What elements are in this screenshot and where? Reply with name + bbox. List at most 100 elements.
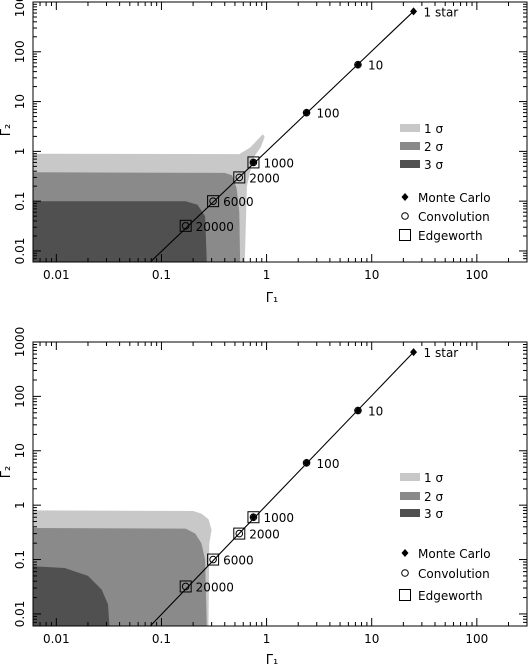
legend-contour-label: 1 σ (424, 122, 443, 136)
x-tick-label: 1 (263, 632, 271, 646)
y-tick-label: 100 (13, 385, 27, 408)
axis-ticks (32, 341, 528, 627)
point-label: 10 (368, 405, 383, 419)
point-label: 100 (317, 107, 340, 121)
x-tick-label: 0.1 (152, 268, 171, 282)
monte-carlo-marker (303, 108, 311, 117)
point-label: 2000 (249, 528, 280, 542)
legend-marker-label: Convolution (418, 210, 490, 224)
point-6000: 6000 (207, 553, 254, 568)
chart-bottom: 0.01 0.1 1 10 100 0.01 0.1 1 10 100 1000 Γ₁ Γ₂ 1 star… (0, 327, 528, 668)
legend-swatch-3-sigma (400, 160, 420, 168)
legend-contour-label: 2 σ (424, 490, 443, 504)
point-100: 100 (302, 457, 339, 471)
point-label: 6000 (223, 195, 254, 209)
y-tick-label: 0.1 (13, 550, 27, 569)
legend-swatch-3-sigma (400, 509, 420, 517)
legend-contour-number: 3 (424, 158, 435, 172)
y-tick-label: 0.1 (13, 192, 27, 211)
legend-contour-label: 1 σ (424, 471, 443, 485)
point-1000: 1000 (247, 156, 294, 170)
legend-contour-number: 1 (424, 471, 435, 485)
legend-marker-label: Monte Carlo (418, 191, 491, 205)
point-20000: 20000 (179, 219, 234, 234)
convolution-marker (354, 406, 362, 415)
convolution-marker (181, 582, 190, 591)
legend-sigma-symbol: σ (435, 507, 443, 521)
legend-marker-label: Edgeworth (418, 589, 483, 603)
y-tick-label: 10 (13, 443, 27, 458)
convolution-marker (302, 459, 311, 467)
convolution-marker (235, 173, 244, 182)
legend-diamond-icon (401, 549, 409, 557)
edgeworth-marker (233, 527, 246, 540)
legend-contour-label: 3 σ (424, 507, 443, 521)
contour-regions (33, 134, 265, 262)
monte-carlo-marker (303, 458, 311, 467)
plot-frame (32, 341, 528, 627)
point-1000: 1000 (247, 511, 294, 525)
monte-carlo-marker (410, 348, 418, 357)
legend-marker-label: Edgeworth (418, 229, 483, 243)
y-tick-label: 0.01 (13, 238, 27, 265)
point-100: 100 (302, 107, 340, 121)
y-tick-label: 1 (13, 148, 27, 156)
legend-swatch-1-sigma (400, 473, 420, 481)
x-axis-label: Γ₁ (266, 653, 278, 668)
axis-ticks (32, 1, 528, 263)
point-10: 10 (354, 59, 383, 73)
point-10: 10 (354, 405, 383, 419)
x-tick-label: 10 (364, 632, 379, 646)
point-label: 1 star (424, 5, 459, 19)
legend-sigma-symbol: σ (435, 158, 443, 172)
point-label: 20000 (196, 220, 234, 234)
point-6000: 6000 (207, 195, 254, 209)
convolution-marker (249, 513, 258, 522)
legend-swatch-1-sigma (400, 124, 420, 132)
monte-carlo-marker (249, 513, 257, 522)
legend-swatch-2-sigma (400, 142, 420, 150)
y-tick-label: 10 (13, 94, 27, 109)
x-axis-label: Γ₁ (266, 291, 278, 306)
point-1-star: 1 star (410, 5, 458, 19)
point-label: 1000 (263, 511, 294, 525)
point-label: 10 (368, 59, 383, 73)
convolution-marker (302, 108, 311, 117)
legend-sigma-symbol: σ (435, 471, 443, 485)
point-label: 1 star (424, 346, 459, 360)
legend-marker-label: Monte Carlo (418, 547, 491, 561)
legend-sigma-symbol: σ (435, 122, 443, 136)
edgeworth-marker (179, 580, 192, 593)
legend-contour-number: 2 (424, 490, 435, 504)
relation-line (149, 351, 414, 626)
legend-contour-number: 2 (424, 140, 435, 154)
x-tick-label: 10 (364, 268, 379, 282)
point-2000: 2000 (233, 171, 280, 185)
legend-square-icon (399, 589, 411, 601)
contour-regions (33, 510, 212, 626)
point-20000: 20000 (179, 580, 234, 594)
monte-carlo-marker (410, 7, 418, 16)
y-tick-label: 1 (13, 501, 27, 509)
contour-region-3-sigma (33, 566, 110, 626)
contour-region-3-sigma (33, 201, 207, 262)
point-label: 20000 (196, 580, 234, 594)
x-tick-label: 100 (465, 632, 488, 646)
convolution-marker (181, 222, 190, 230)
monte-carlo-marker (354, 60, 362, 69)
y-axis-label: Γ₂ (0, 124, 14, 136)
y-tick-label: 1000 (13, 327, 27, 358)
convolution-marker (209, 197, 217, 205)
legend-contour-label: 3 σ (424, 158, 443, 172)
plot-frame (32, 1, 528, 263)
data-points: 1 star 10 100 1000 2000 6000 20000 (179, 346, 459, 594)
x-tick-label: 100 (465, 268, 488, 282)
convolution-marker (249, 158, 258, 167)
legend-circle-icon (401, 569, 409, 577)
x-tick-label: 0.01 (43, 268, 70, 282)
edgeworth-marker (179, 219, 192, 232)
monte-carlo-marker (249, 158, 257, 167)
convolution-marker (235, 529, 244, 538)
